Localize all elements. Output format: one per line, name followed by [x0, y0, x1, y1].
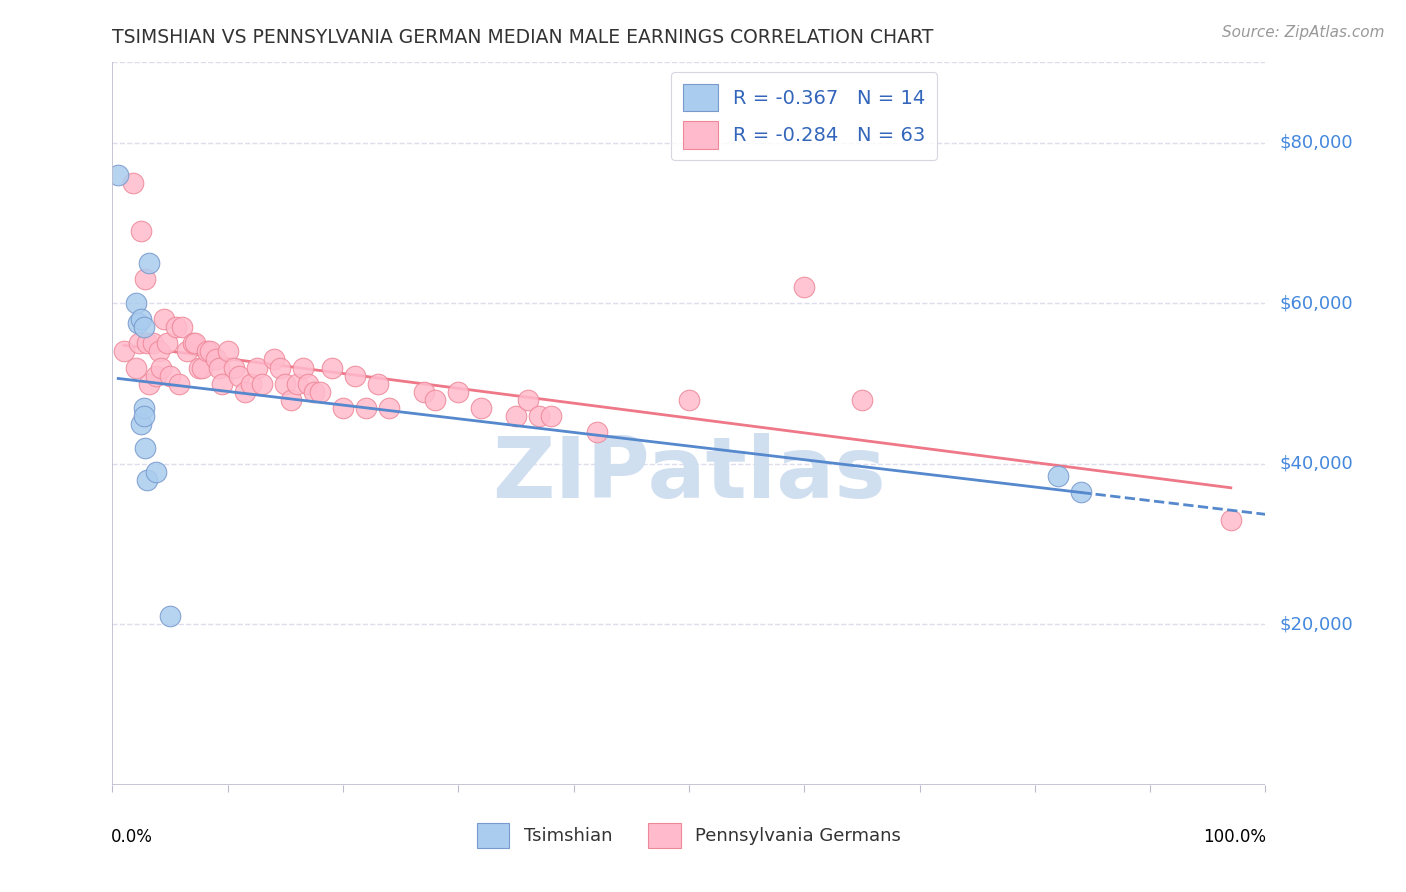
Point	[145, 465, 167, 479]
Point	[159, 609, 181, 624]
Point	[297, 376, 319, 391]
Point	[239, 376, 262, 391]
Point	[291, 360, 314, 375]
Point	[129, 417, 153, 431]
Point	[184, 336, 207, 351]
Point	[124, 360, 146, 375]
Point	[367, 376, 389, 391]
Point	[191, 360, 214, 375]
Text: 0.0%: 0.0%	[111, 829, 153, 847]
Point	[129, 312, 153, 326]
Point	[304, 384, 326, 399]
Point	[505, 409, 527, 423]
Point	[165, 320, 187, 334]
Text: $20,000: $20,000	[1279, 615, 1353, 633]
Point	[200, 344, 222, 359]
Point	[207, 360, 229, 375]
Point	[142, 336, 165, 351]
Point	[527, 409, 550, 423]
Point	[138, 256, 160, 270]
Point	[1070, 484, 1092, 499]
Point	[274, 376, 297, 391]
Text: 100.0%: 100.0%	[1204, 829, 1267, 847]
Point	[136, 336, 159, 351]
Point	[343, 368, 366, 383]
Point	[263, 352, 285, 367]
Point	[246, 360, 269, 375]
Legend: Tsimshian, Pennsylvania Germans: Tsimshian, Pennsylvania Germans	[470, 815, 908, 855]
Point	[321, 360, 343, 375]
Text: $60,000: $60,000	[1279, 294, 1353, 312]
Point	[156, 336, 179, 351]
Point	[112, 344, 135, 359]
Point	[134, 441, 156, 455]
Point	[354, 401, 377, 415]
Point	[149, 360, 172, 375]
Point	[132, 401, 155, 415]
Point	[153, 312, 176, 326]
Point	[211, 376, 233, 391]
Point	[188, 360, 211, 375]
Point	[447, 384, 470, 399]
Point	[269, 360, 291, 375]
Point	[378, 401, 401, 415]
Point	[159, 368, 181, 383]
Text: ZIPatlas: ZIPatlas	[492, 433, 886, 516]
Point	[252, 376, 274, 391]
Point	[332, 401, 354, 415]
Point	[148, 344, 170, 359]
Point	[132, 320, 155, 334]
Point	[145, 368, 167, 383]
Text: Source: ZipAtlas.com: Source: ZipAtlas.com	[1222, 25, 1385, 40]
Point	[228, 368, 250, 383]
Point	[181, 336, 204, 351]
Point	[516, 392, 538, 407]
Point	[169, 376, 191, 391]
Point	[132, 409, 155, 423]
Point	[309, 384, 332, 399]
Point	[412, 384, 434, 399]
Point	[127, 316, 149, 330]
Point	[851, 392, 873, 407]
Point	[540, 409, 562, 423]
Point	[129, 224, 153, 238]
Point	[170, 320, 193, 334]
Text: TSIMSHIAN VS PENNSYLVANIA GERMAN MEDIAN MALE EARNINGS CORRELATION CHART: TSIMSHIAN VS PENNSYLVANIA GERMAN MEDIAN …	[112, 28, 934, 47]
Text: $40,000: $40,000	[1279, 455, 1353, 473]
Point	[233, 384, 256, 399]
Point	[793, 280, 815, 294]
Point	[138, 376, 160, 391]
Point	[205, 352, 228, 367]
Text: $80,000: $80,000	[1279, 134, 1353, 152]
Point	[1046, 469, 1069, 483]
Point	[134, 272, 156, 286]
Point	[107, 168, 129, 182]
Point	[425, 392, 447, 407]
Point	[585, 425, 607, 439]
Point	[128, 336, 150, 351]
Point	[217, 344, 239, 359]
Point	[285, 376, 308, 391]
Point	[176, 344, 198, 359]
Point	[122, 176, 145, 190]
Point	[678, 392, 700, 407]
Point	[222, 360, 245, 375]
Point	[280, 392, 302, 407]
Point	[124, 296, 146, 310]
Point	[1219, 513, 1241, 527]
Point	[195, 344, 218, 359]
Point	[470, 401, 492, 415]
Point	[136, 473, 159, 487]
